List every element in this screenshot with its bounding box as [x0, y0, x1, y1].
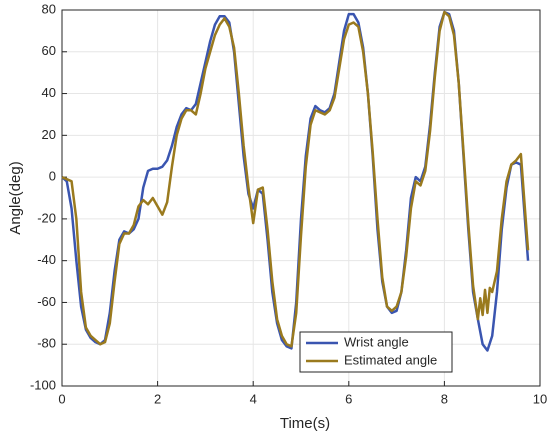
x-tick-label: 4 — [250, 391, 257, 406]
legend-label: Wrist angle — [344, 334, 409, 349]
y-tick-label: 0 — [49, 169, 56, 184]
x-tick-label: 0 — [58, 391, 65, 406]
y-tick-label: 40 — [42, 85, 56, 100]
legend-label: Estimated angle — [344, 352, 437, 367]
x-tick-label: 8 — [441, 391, 448, 406]
y-tick-label: -40 — [37, 252, 56, 267]
y-tick-label: -20 — [37, 210, 56, 225]
y-axis-label: Angle(deg) — [7, 161, 24, 234]
y-tick-label: 80 — [42, 1, 56, 16]
legend-box — [299, 331, 453, 373]
y-tick-label: 20 — [42, 127, 56, 142]
series-line — [61, 10, 530, 348]
x-axis-label: Time(s) — [280, 415, 330, 432]
y-tick-label: -80 — [37, 336, 56, 351]
x-tick-label: 2 — [154, 391, 161, 406]
x-tick-label: 6 — [345, 391, 352, 406]
y-tick-label: 60 — [42, 43, 56, 58]
series-line — [61, 10, 530, 352]
y-tick-label: -100 — [30, 377, 56, 392]
x-tick-label: 10 — [533, 391, 547, 406]
y-tick-label: -60 — [37, 294, 56, 309]
plot-frame — [61, 9, 541, 387]
